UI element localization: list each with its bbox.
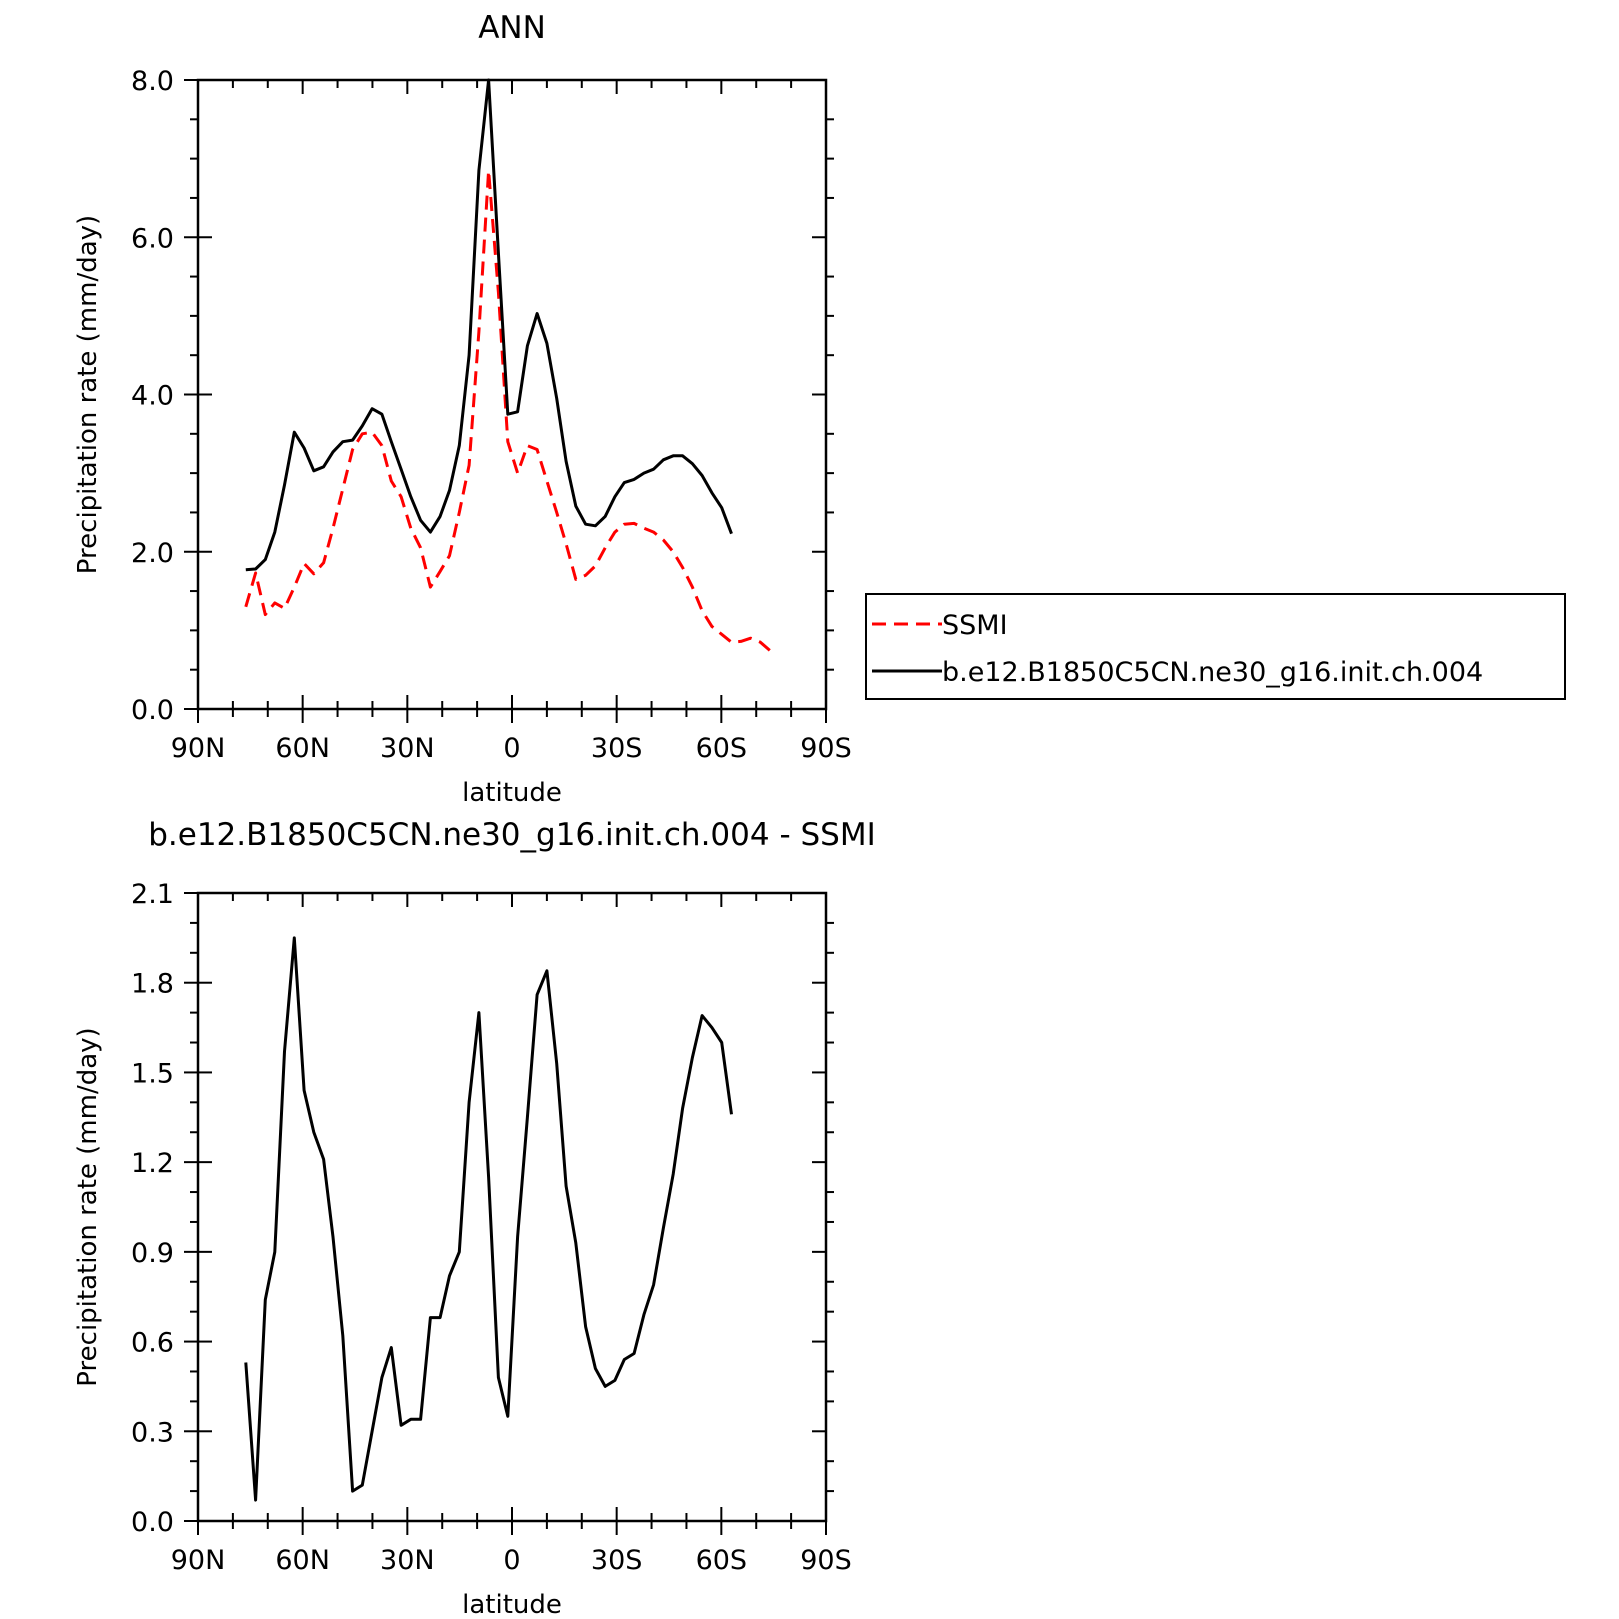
y-tick-label: 0.0 — [131, 695, 174, 726]
legend-box — [865, 593, 1566, 700]
y-tick-label: 1.5 — [131, 1058, 174, 1089]
legend-entry: SSMI — [942, 610, 1008, 641]
y-tick-label: 2.1 — [131, 879, 174, 910]
x-tick-label: 90N — [171, 733, 226, 764]
x-tick-label: 60S — [696, 1545, 748, 1576]
y-tick-label: 4.0 — [131, 381, 174, 412]
x-axis-label: latitude — [462, 778, 562, 808]
x-tick-label: 0 — [503, 733, 520, 764]
y-tick-label: 0.6 — [131, 1328, 174, 1359]
chart-title: b.e12.B1850C5CN.ne30_g16.init.ch.004 - S… — [148, 817, 876, 853]
y-tick-label: 2.0 — [131, 538, 174, 569]
x-tick-label: 60S — [696, 733, 748, 764]
legend-entry: b.e12.B1850C5CN.ne30_g16.init.ch.004 — [942, 657, 1483, 688]
y-axis-label: Precipitation rate (mm/day) — [73, 215, 103, 574]
series-line-0 — [244, 168, 772, 652]
y-tick-label: 6.0 — [131, 223, 174, 254]
x-tick-label: 60N — [275, 733, 330, 764]
y-tick-label: 0.0 — [131, 1507, 174, 1538]
y-tick-label: 0.3 — [131, 1417, 174, 1448]
bottom-panel-difference: b.e12.B1850C5CN.ne30_g16.init.ch.004 - S… — [73, 817, 876, 1619]
chart-title: ANN — [478, 10, 546, 46]
plot-frame — [196, 891, 828, 1523]
plot-frame — [196, 78, 828, 711]
series-line-0 — [244, 936, 733, 1502]
x-tick-label: 0 — [503, 1545, 520, 1576]
x-tick-label: 90S — [800, 1545, 852, 1576]
legend: SSMI b.e12.B1850C5CN.ne30_g16.init.ch.004 — [865, 593, 1566, 700]
x-tick-label: 90S — [800, 733, 852, 764]
x-tick-label: 30S — [591, 1545, 643, 1576]
x-tick-label: 90N — [171, 1545, 226, 1576]
x-tick-label: 30N — [380, 733, 435, 764]
top-panel-ann: ANN 90N 60N 30N 0 30S 60S 90S 0.0 2.0 4.0 6.0 8.0 lat… — [73, 10, 1566, 808]
y-axis-label: Precipitation rate (mm/day) — [73, 1027, 103, 1386]
y-tick-label: 0.9 — [131, 1238, 174, 1269]
y-tick-label: 1.8 — [131, 969, 174, 1000]
x-axis-label: latitude — [462, 1590, 562, 1619]
x-tick-label: 60N — [275, 1545, 330, 1576]
y-tick-label: 1.2 — [131, 1148, 174, 1179]
x-tick-label: 30S — [591, 733, 643, 764]
x-tick-label: 30N — [380, 1545, 435, 1576]
series-line-1 — [245, 78, 733, 572]
y-tick-label: 8.0 — [131, 66, 174, 97]
